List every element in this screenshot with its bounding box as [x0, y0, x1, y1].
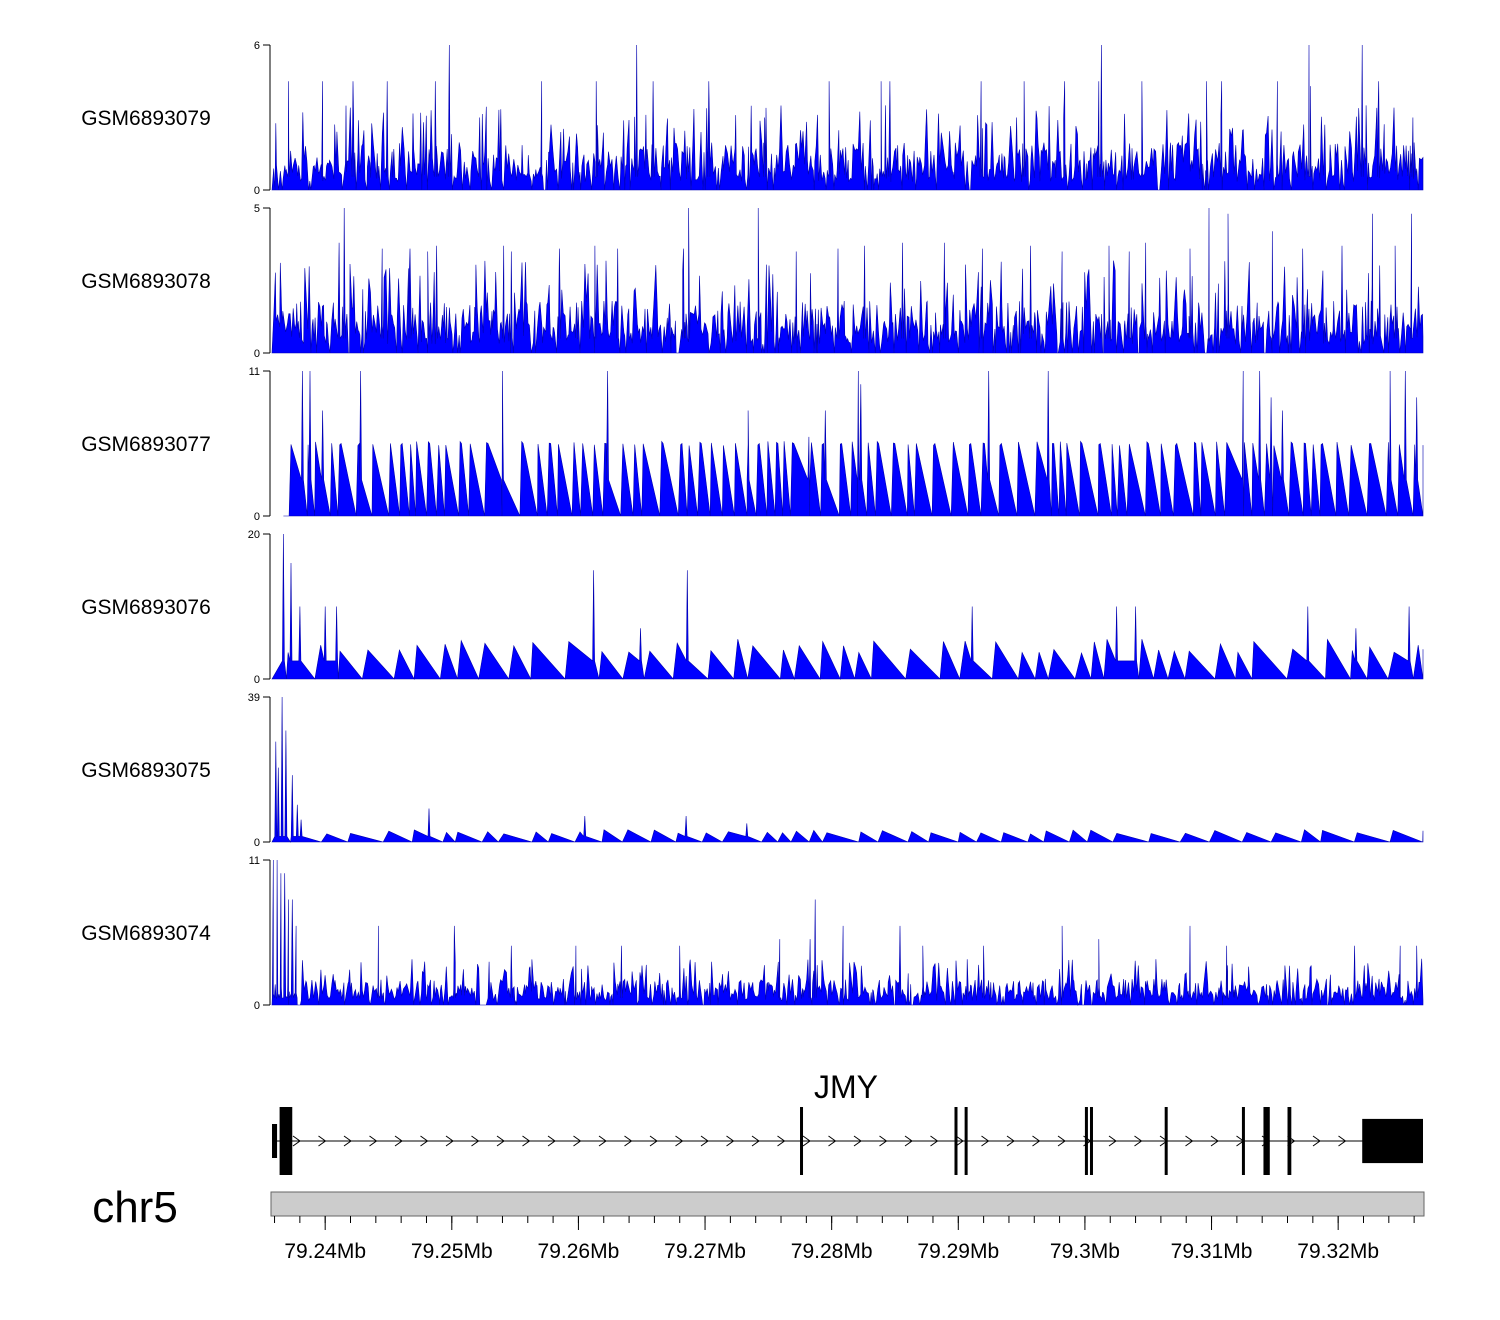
strand-arrow — [675, 1135, 684, 1147]
gene-name-label: JMY — [814, 1069, 878, 1105]
y-tick-label-min: 0 — [254, 837, 260, 849]
chromosome-band — [270, 1191, 1425, 1217]
x-tick-label: 79.24Mb — [284, 1240, 366, 1263]
exon — [1362, 1118, 1423, 1164]
strand-arrow — [394, 1135, 403, 1147]
strand-arrow — [1210, 1135, 1219, 1147]
exon — [1263, 1107, 1270, 1175]
strand-arrow — [726, 1135, 735, 1147]
exon — [1287, 1107, 1292, 1175]
coverage-area — [271, 696, 1424, 843]
exon — [964, 1107, 968, 1175]
strand-arrow — [318, 1135, 327, 1147]
track-GSM6893074: GSM6893074 11 0 — [81, 855, 1424, 1012]
strand-arrow — [930, 1135, 939, 1147]
y-tick-label-min: 0 — [254, 185, 260, 197]
strand-arrow — [700, 1135, 709, 1147]
strand-arrow — [981, 1135, 990, 1147]
strand-arrow — [955, 1135, 964, 1147]
track-GSM6893079: GSM6893079 6 0 — [81, 40, 1424, 197]
x-tick-label: 79.31Mb — [1171, 1240, 1253, 1263]
exon — [1089, 1107, 1093, 1175]
y-tick-label-max: 5 — [254, 203, 260, 215]
track-GSM6893075: GSM6893075 39 0 — [81, 692, 1424, 849]
x-tick-label: 79.32Mb — [1297, 1240, 1379, 1263]
strand-arrow — [1006, 1135, 1015, 1147]
exon — [279, 1107, 293, 1175]
strand-arrow — [777, 1135, 786, 1147]
strand-arrow — [292, 1135, 301, 1147]
strand-arrow — [1185, 1135, 1194, 1147]
track-GSM6893078: GSM6893078 5 0 — [81, 203, 1424, 360]
coverage-area — [283, 370, 1424, 517]
strand-arrow — [802, 1135, 811, 1147]
strand-arrow — [879, 1135, 888, 1147]
x-tick-label: 79.29Mb — [917, 1240, 999, 1263]
y-tick-label-max: 20 — [248, 529, 260, 541]
exon — [1084, 1107, 1088, 1175]
strand-arrow — [522, 1135, 531, 1147]
track-label: GSM6893077 — [81, 433, 211, 456]
y-tick-label-max: 11 — [249, 855, 260, 867]
y-tick-label-min: 0 — [254, 348, 260, 360]
x-tick-label: 79.27Mb — [664, 1240, 746, 1263]
strand-arrow — [904, 1135, 913, 1147]
strand-arrow — [853, 1135, 862, 1147]
coverage-area — [271, 207, 1424, 354]
strand-arrow — [649, 1135, 658, 1147]
track-label: GSM6893074 — [81, 922, 211, 945]
x-tick-label: 79.25Mb — [411, 1240, 493, 1263]
track-label: GSM6893079 — [81, 107, 211, 130]
coverage-area — [271, 859, 1424, 1007]
x-tick-label: 79.3Mb — [1050, 1240, 1120, 1263]
strand-arrow — [1108, 1135, 1117, 1147]
y-tick-label-min: 0 — [254, 1000, 260, 1012]
chromosome-axis: chr5 79.24Mb 79.25Mb 79.26Mb 79.27Mb 79.28Mb… — [92, 1183, 1425, 1263]
strand-arrow — [573, 1135, 582, 1147]
x-tick-label: 79.28Mb — [791, 1240, 873, 1263]
track-label: GSM6893076 — [81, 596, 211, 619]
x-tick-label: 79.26Mb — [538, 1240, 620, 1263]
y-tick-label-max: 11 — [249, 366, 260, 378]
strand-arrow — [1312, 1135, 1321, 1147]
exon — [800, 1107, 804, 1175]
strand-arrow — [598, 1135, 607, 1147]
strand-arrow — [1338, 1135, 1347, 1147]
exon — [1164, 1107, 1168, 1175]
exon — [954, 1107, 958, 1175]
y-tick-label-min: 0 — [254, 511, 260, 523]
strand-arrow — [1134, 1135, 1143, 1147]
y-tick-label-max: 6 — [254, 40, 260, 52]
track-label: GSM6893075 — [81, 759, 211, 782]
strand-arrow — [1032, 1135, 1041, 1147]
strand-arrow — [624, 1135, 633, 1147]
y-tick-label-max: 39 — [248, 692, 260, 704]
track-label: GSM6893078 — [81, 270, 211, 293]
track-GSM6893077: GSM6893077 11 0 — [81, 366, 1424, 523]
strand-arrow — [751, 1135, 760, 1147]
exon — [1241, 1107, 1245, 1175]
strand-arrow — [343, 1135, 352, 1147]
strand-arrow — [828, 1135, 837, 1147]
track-GSM6893076: GSM6893076 20 0 — [81, 529, 1424, 686]
strand-arrow — [1057, 1135, 1066, 1147]
strand-arrow — [445, 1135, 454, 1147]
exon — [272, 1124, 278, 1158]
gene-track: JMY — [272, 1069, 1423, 1175]
strand-arrow — [547, 1135, 556, 1147]
strand-arrow — [496, 1135, 505, 1147]
coverage-area — [271, 533, 1424, 681]
strand-arrow — [420, 1135, 429, 1147]
y-tick-label-min: 0 — [254, 674, 260, 686]
coverage-area — [271, 44, 1424, 191]
coverage-tracks: GSM689307960GSM689307850GSM6893077110GSM… — [81, 40, 1424, 1012]
chromosome-label: chr5 — [92, 1183, 178, 1232]
strand-arrow — [471, 1135, 480, 1147]
strand-arrow — [369, 1135, 378, 1147]
